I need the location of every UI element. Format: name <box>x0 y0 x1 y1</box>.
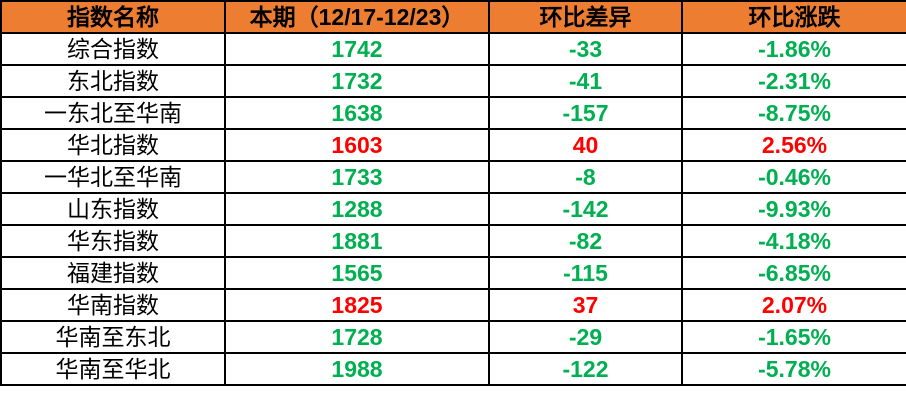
diff-value: -41 <box>488 64 683 98</box>
diff-value: -115 <box>488 256 683 290</box>
table-row: 华南至华北 1988 -122 -5.78% <box>0 352 906 386</box>
pct-change: -4.18% <box>681 224 906 258</box>
index-name: 华南至华北 <box>0 352 226 386</box>
index-name: 华南指数 <box>0 288 226 322</box>
diff-value: -8 <box>488 160 683 194</box>
header-name: 指数名称 <box>0 0 226 34</box>
pct-change: -1.86% <box>681 32 906 66</box>
pct-change: -5.78% <box>681 352 906 386</box>
header-period: 本期（12/17-12/23） <box>224 0 490 34</box>
table-row: 福建指数 1565 -115 -6.85% <box>0 256 906 290</box>
current-value: 1288 <box>224 192 490 226</box>
pct-change: 2.07% <box>681 288 906 322</box>
current-value: 1733 <box>224 160 490 194</box>
header-diff: 环比差异 <box>488 0 683 34</box>
current-value: 1638 <box>224 96 490 130</box>
diff-value: 40 <box>488 128 683 162</box>
current-value: 1988 <box>224 352 490 386</box>
diff-value: -142 <box>488 192 683 226</box>
index-name: 一东北至华南 <box>0 96 226 130</box>
index-name: 华北指数 <box>0 128 226 162</box>
table-row: 综合指数 1742 -33 -1.86% <box>0 32 906 66</box>
table-row: 东北指数 1732 -41 -2.31% <box>0 64 906 98</box>
table-row: 华南指数 1825 37 2.07% <box>0 288 906 322</box>
current-value: 1742 <box>224 32 490 66</box>
current-value: 1728 <box>224 320 490 354</box>
table-row: 山东指数 1288 -142 -9.93% <box>0 192 906 226</box>
pct-change: -8.75% <box>681 96 906 130</box>
pct-change: -6.85% <box>681 256 906 290</box>
index-name: 山东指数 <box>0 192 226 226</box>
current-value: 1881 <box>224 224 490 258</box>
diff-value: -157 <box>488 96 683 130</box>
current-value: 1825 <box>224 288 490 322</box>
pct-change: -1.65% <box>681 320 906 354</box>
diff-value: -82 <box>488 224 683 258</box>
pct-change: -2.31% <box>681 64 906 98</box>
index-name: 一华北至华南 <box>0 160 226 194</box>
table-row: 一东北至华南 1638 -157 -8.75% <box>0 96 906 130</box>
index-name: 综合指数 <box>0 32 226 66</box>
pct-change: 2.56% <box>681 128 906 162</box>
diff-value: -29 <box>488 320 683 354</box>
table-row: 一华北至华南 1733 -8 -0.46% <box>0 160 906 194</box>
current-value: 1565 <box>224 256 490 290</box>
diff-value: -33 <box>488 32 683 66</box>
index-name: 华东指数 <box>0 224 226 258</box>
table-row: 华东指数 1881 -82 -4.18% <box>0 224 906 258</box>
index-name: 华南至东北 <box>0 320 226 354</box>
diff-value: 37 <box>488 288 683 322</box>
current-value: 1732 <box>224 64 490 98</box>
table-row: 华北指数 1603 40 2.56% <box>0 128 906 162</box>
index-name: 东北指数 <box>0 64 226 98</box>
header-pct: 环比涨跌 <box>681 0 906 34</box>
table-row: 华南至东北 1728 -29 -1.65% <box>0 320 906 354</box>
diff-value: -122 <box>488 352 683 386</box>
header-row: 指数名称 本期（12/17-12/23） 环比差异 环比涨跌 <box>0 0 906 34</box>
index-name: 福建指数 <box>0 256 226 290</box>
current-value: 1603 <box>224 128 490 162</box>
pct-change: -0.46% <box>681 160 906 194</box>
pct-change: -9.93% <box>681 192 906 226</box>
index-table: 指数名称 本期（12/17-12/23） 环比差异 环比涨跌 综合指数 1742-… <box>0 0 906 386</box>
